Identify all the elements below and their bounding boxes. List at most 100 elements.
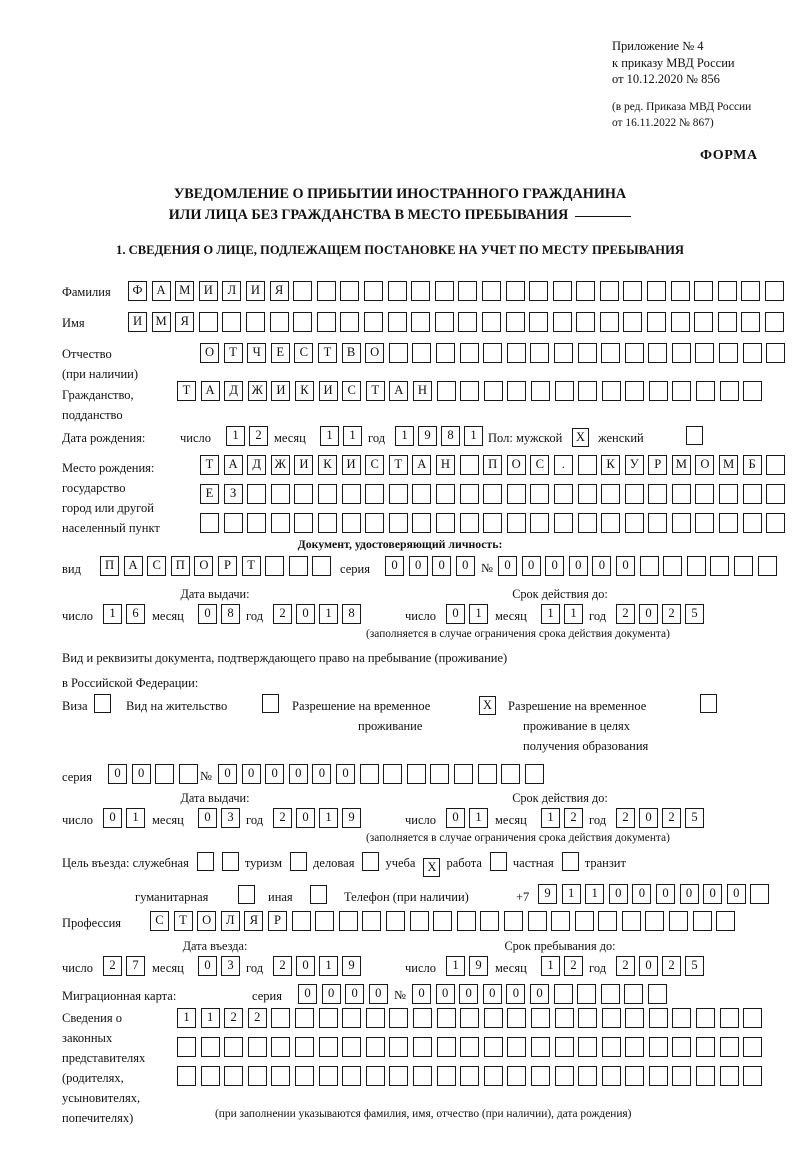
char-cell[interactable]: 1 [469,604,488,624]
char-cell[interactable] [318,1008,338,1028]
char-cell[interactable] [710,556,730,576]
char-cell[interactable] [554,381,574,401]
char-cell[interactable] [577,343,597,363]
char-cell[interactable]: Р [217,556,237,576]
char-cell[interactable]: М [719,455,739,475]
char-cell[interactable] [178,764,198,784]
char-cell[interactable]: 1 [343,426,362,446]
char-cell[interactable]: 1 [464,426,483,446]
char-cell[interactable]: 2 [247,1008,267,1028]
char-cell[interactable] [507,1037,527,1057]
char-cell[interactable]: О [695,455,715,475]
char-cell[interactable] [552,312,572,332]
char-cell[interactable] [733,556,753,576]
char-cell[interactable]: 2 [616,808,635,828]
char-cell[interactable]: 0 [521,556,541,576]
char-cell[interactable]: 0 [679,884,699,904]
char-cell[interactable]: Ж [247,381,267,401]
char-cell[interactable] [459,455,479,475]
char-cell[interactable] [696,1008,716,1028]
char-cell[interactable] [553,484,573,504]
residence-permit-checkbox[interactable] [262,694,279,713]
char-cell[interactable] [530,484,550,504]
char-cell[interactable] [717,312,737,332]
char-cell[interactable] [624,343,644,363]
char-cell[interactable] [483,513,503,533]
char-cell[interactable] [554,1008,574,1028]
char-cell[interactable] [623,281,643,301]
char-cell[interactable] [269,312,289,332]
char-cell[interactable] [291,911,311,931]
purpose-rabota-checkbox[interactable]: X [423,858,441,877]
char-cell[interactable] [456,911,476,931]
char-cell[interactable]: Т [365,381,385,401]
char-cell[interactable]: 6 [126,604,145,624]
char-cell[interactable]: 5 [685,956,704,976]
char-cell[interactable]: Я [175,312,195,332]
char-cell[interactable] [365,513,385,533]
char-cell[interactable] [434,281,454,301]
char-cell[interactable] [530,1037,550,1057]
char-cell[interactable] [647,984,667,1004]
char-cell[interactable]: 1 [320,426,339,446]
char-cell[interactable] [459,343,479,363]
char-cell[interactable]: Д [224,381,244,401]
char-cell[interactable]: Б [742,455,762,475]
char-cell[interactable]: 0 [241,764,261,784]
char-cell[interactable] [363,312,383,332]
char-cell[interactable]: 0 [435,984,455,1004]
char-cell[interactable]: И [318,381,338,401]
representatives-input-row-2[interactable] [177,1037,767,1057]
char-cell[interactable] [672,1008,692,1028]
char-cell[interactable] [412,1008,432,1028]
char-cell[interactable] [530,381,550,401]
char-cell[interactable] [743,1037,763,1057]
char-cell[interactable]: 1 [395,426,414,446]
char-cell[interactable] [293,281,313,301]
char-cell[interactable] [387,281,407,301]
char-cell[interactable]: 9 [342,808,361,828]
char-cell[interactable] [312,556,332,576]
char-cell[interactable] [601,484,621,504]
char-cell[interactable]: 3 [221,956,240,976]
char-cell[interactable]: С [150,911,169,931]
char-cell[interactable] [648,1066,668,1086]
char-cell[interactable] [434,312,454,332]
char-cell[interactable]: 0 [703,884,723,904]
char-cell[interactable] [507,1008,527,1028]
char-cell[interactable] [696,381,716,401]
purpose-sluzhebnaya-checkbox[interactable] [196,852,214,871]
char-cell[interactable] [293,312,313,332]
char-cell[interactable]: В [341,343,361,363]
char-cell[interactable] [766,343,786,363]
char-cell[interactable]: 0 [108,764,127,784]
char-cell[interactable] [409,911,429,931]
char-cell[interactable]: 0 [368,984,388,1004]
char-cell[interactable]: 1 [469,808,488,828]
char-cell[interactable]: 1 [585,884,605,904]
char-cell[interactable] [529,281,549,301]
char-cell[interactable] [765,312,785,332]
char-cell[interactable] [507,1066,527,1086]
char-cell[interactable]: 0 [655,884,675,904]
char-cell[interactable]: Т [241,556,261,576]
char-cell[interactable] [412,343,432,363]
char-cell[interactable] [365,1066,385,1086]
char-cell[interactable] [436,1066,456,1086]
purpose-tranzit-checkbox[interactable] [561,852,579,871]
char-cell[interactable]: 2 [249,426,268,446]
temp-residence-checkbox[interactable]: X [479,694,496,715]
char-cell[interactable] [530,1008,550,1028]
char-cell[interactable] [388,484,408,504]
char-cell[interactable] [270,484,290,504]
char-cell[interactable] [601,1066,621,1086]
char-cell[interactable] [600,984,620,1004]
char-cell[interactable] [247,513,267,533]
char-cell[interactable] [671,343,691,363]
char-cell[interactable] [719,343,739,363]
char-cell[interactable]: 0 [296,808,315,828]
char-cell[interactable]: 0 [726,884,746,904]
